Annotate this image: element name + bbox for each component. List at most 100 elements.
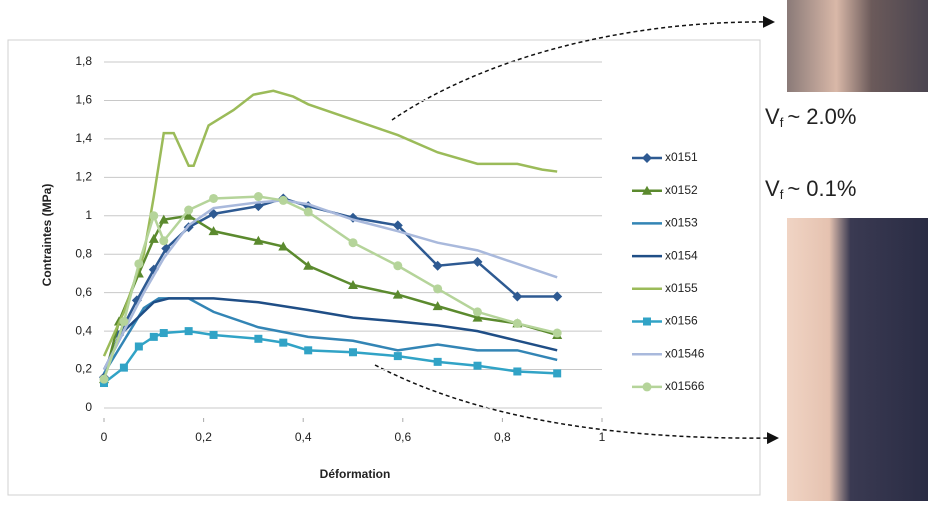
- marker: [393, 261, 403, 271]
- marker: [279, 338, 288, 347]
- x-tick-label: 0: [101, 430, 108, 444]
- marker: [432, 260, 443, 271]
- marker: [512, 291, 523, 302]
- marker: [348, 279, 358, 289]
- marker: [472, 256, 483, 267]
- marker: [552, 328, 562, 338]
- annotation-base: V: [765, 104, 780, 129]
- legend-label: x0156: [665, 314, 698, 328]
- marker: [513, 367, 522, 376]
- y-tick-label: 0,2: [75, 362, 92, 376]
- legend-label: x01566: [665, 379, 705, 393]
- marker: [303, 260, 314, 270]
- marker: [253, 192, 263, 202]
- marker: [209, 193, 219, 203]
- marker: [472, 312, 483, 322]
- annotations: Vf ~ 2.0%Vf ~ 0.1%: [765, 104, 856, 203]
- y-tick-label: 0,4: [75, 323, 92, 337]
- marker: [119, 363, 128, 372]
- marker: [642, 153, 652, 163]
- annotation: Vf ~ 2.0%: [765, 104, 856, 131]
- x-tick-label: 0,8: [494, 430, 511, 444]
- marker: [119, 317, 129, 326]
- marker: [278, 241, 289, 251]
- y-tick-label: 1,6: [75, 93, 92, 107]
- x-tick-label: 1: [599, 430, 606, 444]
- marker: [158, 214, 169, 224]
- marker: [348, 238, 358, 248]
- marker: [159, 236, 169, 246]
- marker: [392, 220, 403, 231]
- marker: [209, 330, 218, 339]
- x-tick-label: 0,6: [394, 430, 411, 444]
- y-tick-label: 1,2: [75, 170, 92, 184]
- annotation-base: V: [765, 176, 780, 201]
- marker: [642, 185, 652, 195]
- marker: [134, 259, 144, 269]
- marker: [253, 235, 264, 245]
- arrow-bottom: [374, 364, 779, 445]
- legend-label: x0152: [665, 183, 698, 197]
- series-line: [102, 195, 558, 380]
- y-tick-label: 1,4: [75, 131, 92, 145]
- arrow-top: [391, 15, 775, 121]
- marker: [278, 195, 288, 205]
- y-tick-label: 1,8: [75, 54, 92, 68]
- marker: [159, 329, 168, 338]
- marker: [433, 357, 442, 366]
- series-line: [102, 214, 558, 380]
- marker: [148, 233, 159, 243]
- annotation: Vf ~ 0.1%: [765, 176, 856, 203]
- legend-label: x0153: [665, 216, 698, 230]
- legend-label: x0155: [665, 281, 698, 295]
- annotation-text: ~ 2.0%: [787, 104, 856, 129]
- marker: [552, 291, 563, 302]
- marker: [254, 334, 263, 343]
- y-tick-label: 1: [85, 208, 92, 222]
- legend-label: x0151: [665, 150, 698, 164]
- marker: [149, 332, 158, 341]
- y-tick-label: 0,8: [75, 246, 92, 260]
- marker: [433, 284, 443, 294]
- series-line: [102, 89, 558, 357]
- marker: [183, 210, 194, 220]
- marker: [304, 346, 313, 355]
- marker: [393, 352, 402, 361]
- annotation-sub: f: [780, 187, 784, 202]
- marker: [208, 226, 219, 236]
- marker: [134, 342, 143, 351]
- x-tick-label: 0,4: [295, 430, 312, 444]
- legend-label: x0154: [665, 248, 698, 262]
- marker: [473, 307, 482, 317]
- series-line: [102, 297, 558, 371]
- chart-frame: [7, 39, 761, 496]
- y-tick-label: 0,6: [75, 285, 92, 299]
- annotation-text: ~ 0.1%: [787, 176, 856, 201]
- photo-bottom: [787, 218, 928, 501]
- marker: [184, 205, 194, 215]
- y-tick-label: 0: [85, 400, 92, 414]
- y-axis-label: Contraintes (MPa): [40, 184, 54, 287]
- marker: [643, 317, 651, 326]
- x-axis-label: Déformation: [320, 467, 391, 481]
- series-line: [102, 297, 558, 375]
- x-tick-label: 0,2: [195, 430, 212, 444]
- marker: [553, 369, 562, 378]
- annotation-sub: f: [780, 115, 784, 130]
- marker: [349, 348, 357, 357]
- marker: [642, 382, 652, 392]
- marker: [392, 289, 403, 299]
- photo-top: [787, 0, 928, 92]
- marker: [473, 361, 482, 370]
- marker: [303, 207, 313, 217]
- marker: [149, 211, 159, 221]
- marker: [512, 318, 522, 328]
- marker: [99, 374, 109, 384]
- legend-label: x01546: [665, 346, 705, 360]
- marker: [184, 327, 193, 336]
- series-line: [103, 329, 558, 385]
- marker: [432, 301, 443, 311]
- marker: [208, 208, 219, 219]
